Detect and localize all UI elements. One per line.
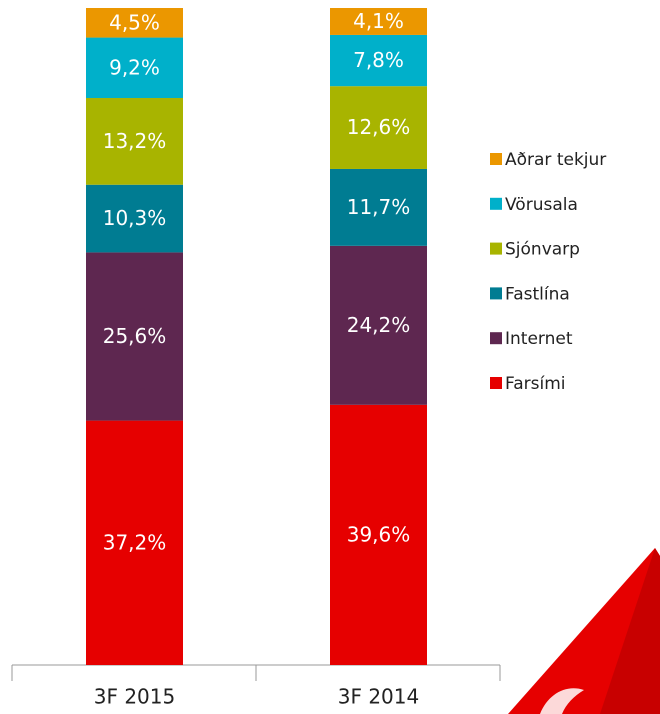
data-label: 7,8% (353, 48, 404, 72)
bar-segment (330, 86, 427, 169)
bar-segment (86, 420, 183, 665)
legend-swatch (490, 377, 502, 389)
data-label: 4,5% (109, 10, 160, 34)
legend-label: Fastlína (505, 284, 570, 304)
bar-segment (330, 168, 427, 246)
data-label: 11,7% (347, 195, 411, 219)
data-label: 37,2% (103, 530, 167, 554)
bar-segment (86, 98, 183, 185)
bar-segment (86, 184, 183, 253)
data-label: 10,3% (103, 206, 167, 230)
bar-segment (86, 252, 183, 421)
legend-label: Internet (505, 329, 573, 349)
corner-mark (540, 688, 584, 714)
x-tick-label: 3F 2015 (94, 685, 175, 709)
data-label: 4,1% (353, 9, 404, 33)
legend-swatch (490, 153, 502, 165)
data-label: 13,2% (103, 129, 167, 153)
legend-swatch (490, 332, 502, 345)
bar-segment (86, 8, 183, 38)
bar-segment (330, 8, 427, 35)
legend-label: Vörusala (505, 195, 578, 215)
bar-segment (86, 37, 183, 99)
data-label: 24,2% (347, 313, 411, 337)
bar-segment (330, 34, 427, 87)
data-label: 39,6% (347, 522, 411, 546)
x-tick-label: 3F 2014 (338, 685, 419, 709)
decoration (508, 548, 660, 714)
legend-swatch (490, 242, 502, 255)
legend-label: Sjónvarp (505, 240, 580, 260)
data-label: 12,6% (347, 115, 411, 139)
legend-swatch (490, 197, 502, 210)
bar-segment (330, 404, 427, 665)
legend-swatch (490, 287, 502, 300)
legend-label: Aðrar tekjur (505, 150, 606, 170)
corner-shade (600, 548, 660, 714)
data-label: 9,2% (109, 55, 160, 79)
data-label: 25,6% (103, 324, 167, 348)
bar-segment (330, 245, 427, 405)
legend-label: Farsími (505, 374, 566, 394)
